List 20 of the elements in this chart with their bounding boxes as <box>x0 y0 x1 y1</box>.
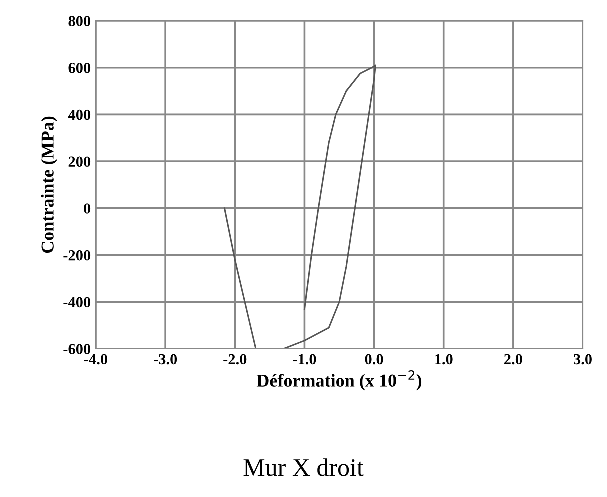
y-tick-label: -200 <box>64 250 91 261</box>
x-tick-label: -3.0 <box>154 354 178 365</box>
y-axis-title: Contrainte (MPa) <box>41 116 58 254</box>
y-tick-label: 400 <box>68 110 91 120</box>
y-tick-label: -400 <box>64 297 91 308</box>
x-tick-label: -1.0 <box>293 354 316 365</box>
text: Mur X droit <box>244 458 364 476</box>
x-tick-label: 2.0 <box>504 354 522 365</box>
x-axis-title: Déformation (x 10$^{−2}$) <box>256 370 422 391</box>
x-tick-label: 3.0 <box>574 354 592 365</box>
x-tick-label: 1.0 <box>436 354 453 365</box>
x-tick-label: -2.0 <box>224 354 247 365</box>
x-tick-label: 0.0 <box>365 354 384 365</box>
line-series <box>224 64 376 349</box>
y-tick-label: 0 <box>84 204 91 214</box>
y-tick-label: 600 <box>68 63 91 74</box>
y-tick-label: 800 <box>68 16 91 26</box>
x-tick-label: -4.0 <box>84 354 108 365</box>
y-tick-label: 200 <box>68 156 91 168</box>
y-tick-label: -600 <box>64 344 91 354</box>
